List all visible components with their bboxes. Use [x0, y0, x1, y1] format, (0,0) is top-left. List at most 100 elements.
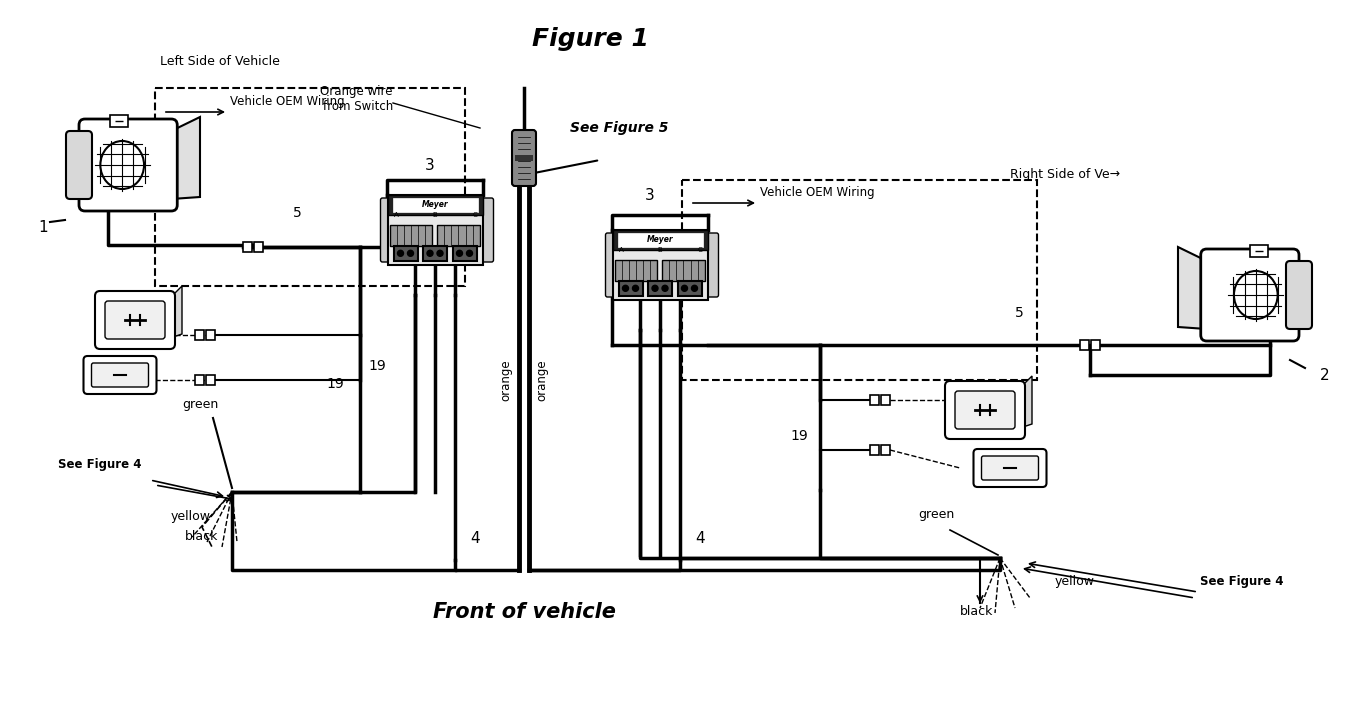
FancyBboxPatch shape: [955, 391, 1015, 429]
Ellipse shape: [100, 141, 143, 189]
Text: See Figure 4: See Figure 4: [57, 458, 142, 471]
Bar: [195, 375, 204, 385]
FancyBboxPatch shape: [481, 198, 493, 262]
Text: Vehicle OEM Wiring: Vehicle OEM Wiring: [759, 186, 874, 199]
Text: green: green: [182, 398, 219, 411]
Bar: [452, 245, 477, 261]
Circle shape: [652, 285, 658, 291]
Text: See Figure 5: See Figure 5: [570, 121, 668, 135]
Text: Vehicle OEM Wiring: Vehicle OEM Wiring: [229, 95, 344, 108]
Circle shape: [682, 285, 687, 291]
Text: B: B: [657, 247, 661, 252]
FancyBboxPatch shape: [706, 233, 719, 297]
FancyBboxPatch shape: [1201, 249, 1299, 341]
Circle shape: [428, 250, 433, 257]
Text: black: black: [960, 605, 993, 618]
Text: 1: 1: [38, 220, 48, 235]
Bar: [870, 395, 878, 405]
Text: Orange wire
from Switch: Orange wire from Switch: [321, 85, 393, 113]
FancyBboxPatch shape: [1285, 261, 1311, 329]
Text: orange: orange: [535, 359, 549, 401]
Text: 19: 19: [326, 377, 344, 391]
Bar: [612, 230, 708, 250]
Bar: [423, 245, 447, 261]
Text: 19: 19: [367, 359, 385, 373]
FancyBboxPatch shape: [92, 363, 149, 387]
Bar: [1081, 340, 1089, 350]
Text: 19: 19: [790, 429, 807, 443]
Circle shape: [623, 285, 628, 291]
FancyBboxPatch shape: [945, 381, 1024, 439]
Text: Figure 1: Figure 1: [531, 27, 649, 51]
Circle shape: [691, 285, 698, 291]
Bar: [515, 155, 533, 161]
Bar: [1091, 340, 1100, 350]
Bar: [615, 259, 657, 280]
Bar: [388, 195, 482, 214]
Bar: [678, 280, 702, 296]
Bar: [111, 115, 128, 127]
Text: Left Side of Vehicle: Left Side of Vehicle: [160, 55, 280, 68]
Circle shape: [456, 250, 463, 257]
Polygon shape: [1018, 376, 1031, 429]
Bar: [612, 230, 708, 300]
Ellipse shape: [1233, 271, 1277, 319]
Text: Meyer: Meyer: [646, 236, 673, 245]
Bar: [195, 330, 204, 340]
Text: Right Side of Ve→: Right Side of Ve→: [1009, 168, 1120, 181]
Bar: [617, 233, 702, 247]
FancyBboxPatch shape: [381, 198, 392, 262]
Text: black: black: [184, 530, 219, 543]
Bar: [206, 375, 214, 385]
Bar: [663, 259, 705, 280]
Bar: [1250, 245, 1268, 257]
Text: yellow: yellow: [171, 510, 210, 523]
Text: 2: 2: [1320, 368, 1329, 383]
Polygon shape: [1177, 247, 1206, 329]
Text: 4: 4: [695, 531, 705, 546]
FancyBboxPatch shape: [79, 119, 178, 211]
Circle shape: [398, 250, 403, 257]
Bar: [154, 88, 464, 286]
FancyBboxPatch shape: [512, 130, 535, 186]
FancyBboxPatch shape: [83, 356, 157, 394]
Bar: [647, 280, 672, 296]
Bar: [392, 198, 478, 212]
Text: A: A: [619, 247, 623, 252]
Text: A: A: [393, 212, 399, 218]
Bar: [206, 330, 214, 340]
Text: green: green: [918, 508, 955, 521]
Text: yellow: yellow: [1055, 575, 1096, 588]
Bar: [254, 242, 264, 252]
Text: 4: 4: [470, 531, 479, 546]
Text: Meyer: Meyer: [422, 200, 448, 209]
Bar: [619, 280, 642, 296]
Text: orange: orange: [500, 359, 512, 401]
Text: 3: 3: [425, 158, 434, 173]
Text: Front of vehicle: Front of vehicle: [433, 602, 616, 622]
FancyBboxPatch shape: [66, 131, 92, 199]
Circle shape: [407, 250, 414, 257]
Bar: [437, 224, 479, 245]
Text: 3: 3: [645, 188, 654, 203]
Circle shape: [632, 285, 638, 291]
Bar: [243, 242, 251, 252]
Text: 5: 5: [292, 206, 302, 220]
Circle shape: [437, 250, 443, 257]
Text: C: C: [698, 247, 702, 252]
Bar: [393, 245, 418, 261]
Text: C: C: [473, 212, 477, 218]
FancyBboxPatch shape: [105, 301, 165, 339]
Bar: [682, 180, 1037, 380]
FancyBboxPatch shape: [974, 449, 1046, 487]
FancyBboxPatch shape: [96, 291, 175, 349]
Circle shape: [663, 285, 668, 291]
Text: See Figure 4: See Figure 4: [1199, 575, 1284, 588]
Bar: [881, 395, 891, 405]
Polygon shape: [167, 286, 182, 339]
Bar: [389, 224, 432, 245]
Bar: [870, 445, 878, 455]
FancyBboxPatch shape: [605, 233, 617, 297]
Polygon shape: [171, 117, 199, 199]
Text: 5: 5: [1015, 306, 1023, 320]
